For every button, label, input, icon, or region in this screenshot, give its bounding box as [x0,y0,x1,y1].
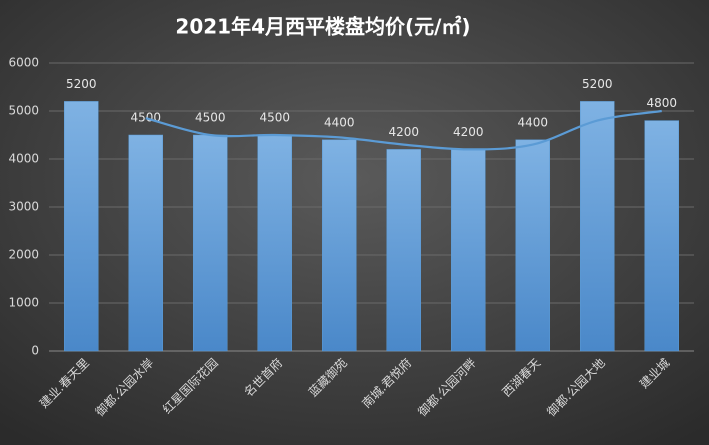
bar [257,134,292,352]
y-tick-label: 2000 [8,248,39,262]
bar [64,101,99,352]
value-label: 4400 [324,115,355,129]
value-label: 4200 [453,125,484,139]
y-tick-label: 5000 [8,104,39,118]
bar [128,134,163,352]
trend-line [145,109,662,151]
y-tick-label: 6000 [8,56,39,70]
bar [193,134,228,352]
bar [322,139,357,352]
value-label: 4400 [517,115,548,129]
bar [515,139,550,352]
bar [451,149,486,352]
bar [386,149,421,352]
value-label: 4500 [195,111,226,125]
bar [644,120,679,352]
value-label: 4800 [646,96,677,110]
value-label: 5200 [582,77,613,91]
y-tick-label: 0 [31,344,39,358]
y-tick-label: 1000 [8,296,39,310]
chart-title: 2021年4月西平楼盘均价(元/㎡) [175,15,470,39]
y-tick-label: 4000 [8,152,39,166]
value-label: 4500 [259,111,290,125]
y-tick-label: 3000 [8,200,39,214]
bar [580,101,615,352]
value-label: 4200 [388,125,419,139]
value-label: 5200 [66,77,97,91]
